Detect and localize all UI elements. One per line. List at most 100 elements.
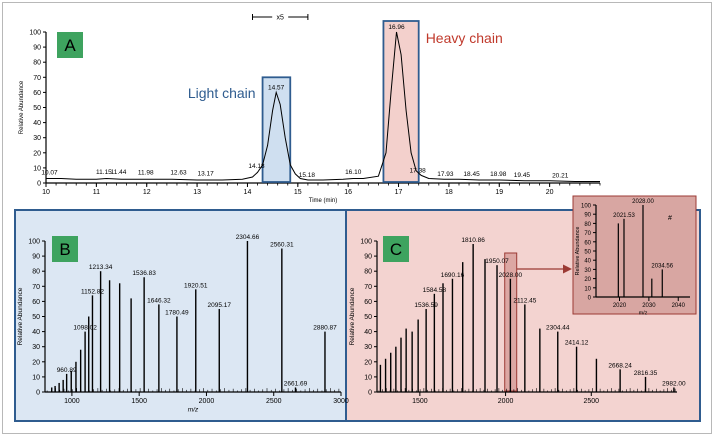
y-tick-label: 0 <box>368 390 372 397</box>
chromatogram-trace <box>46 31 600 182</box>
x-tick-label: 1500 <box>412 398 428 405</box>
peak-mz-label: 2112.45 <box>513 297 536 304</box>
peak-mz-label: 2021.53 <box>613 213 635 219</box>
peak-mz-label: 2034.56 <box>651 263 673 269</box>
y-tick-label: 100 <box>581 204 592 210</box>
y-tick-label: 60 <box>33 90 41 97</box>
panel-badge <box>57 32 83 58</box>
x-tick-label: 2000 <box>498 398 514 405</box>
peak-mz-label: 2816.35 <box>634 370 658 377</box>
peak-mz-label: 2304.66 <box>236 234 260 241</box>
peak-box <box>261 76 292 183</box>
peak-mz-label: 1950.07 <box>485 258 509 265</box>
peak-mz-label: 1780.49 <box>165 310 189 317</box>
y-tick-label: 30 <box>33 135 41 142</box>
inset-background <box>572 195 697 315</box>
peak-mz-label: 2880.87 <box>313 325 337 332</box>
y-tick-label: 70 <box>33 75 41 82</box>
x-tick-label: 10 <box>42 189 50 196</box>
peak-label: 15.18 <box>299 172 316 179</box>
x-axis-title: Time (min) <box>309 198 337 204</box>
y-tick-label: 50 <box>364 314 372 321</box>
peak-label: 11.44 <box>111 169 127 176</box>
peak-mz-label: 2028.00 <box>499 272 523 279</box>
zoom-label-backdrop <box>272 11 289 22</box>
peak-mz-label: 1536.83 <box>132 270 156 277</box>
peak-mz-label: 2668.24 <box>608 362 632 369</box>
x-tick-label: 14 <box>244 189 252 196</box>
y-tick-label: 30 <box>32 344 40 351</box>
y-tick-label: 50 <box>33 105 41 112</box>
peak-label: 18.45 <box>463 171 480 178</box>
peak-label: 11.98 <box>138 170 154 177</box>
x-tick-label: 2000 <box>199 398 215 405</box>
peak-mz-label: 1810.86 <box>461 237 485 244</box>
y-tick-label: 40 <box>33 120 41 127</box>
y-tick-label: 80 <box>32 269 40 276</box>
y-tick-label: 30 <box>584 268 591 274</box>
panel-badge-label: B <box>59 240 70 259</box>
x-tick-label: 2020 <box>613 303 627 309</box>
peak-mz-label: 960.89 <box>57 367 77 374</box>
y-tick-label: 0 <box>36 390 40 397</box>
panel-badge <box>52 236 78 262</box>
peak-label: 11.15 <box>96 169 112 176</box>
x-tick-label: 19 <box>495 189 503 196</box>
y-tick-label: 100 <box>28 239 40 246</box>
y-tick-label: 0 <box>588 296 592 302</box>
peak-mz-label: 1536.59 <box>414 302 438 309</box>
y-tick-label: 40 <box>32 329 40 336</box>
y-tick-label: 90 <box>364 254 372 261</box>
x-tick-label: 2040 <box>672 303 686 309</box>
peak-mz-label: 2095.17 <box>208 302 232 309</box>
peak-mz-label: 2982.00 <box>662 380 686 387</box>
x-tick-label: 2030 <box>642 303 656 309</box>
y-axis-title: Relative Abundance <box>349 287 356 345</box>
peak-label: 20.21 <box>552 173 569 180</box>
x-tick-label: 1500 <box>131 398 147 405</box>
peak-box-label: Heavy chain <box>426 30 503 46</box>
x-tick-label: 18 <box>445 189 453 196</box>
y-tick-label: 60 <box>32 299 40 306</box>
x-tick-label: 1000 <box>64 398 80 405</box>
y-tick-label: 10 <box>33 165 41 172</box>
y-tick-label: 90 <box>584 213 591 219</box>
y-tick-label: 30 <box>364 344 372 351</box>
peak-mz-label: 2560.31 <box>270 242 294 249</box>
peak-mz-label: 1690.16 <box>441 272 465 279</box>
peak-mz-label: 1098.02 <box>73 325 97 332</box>
y-tick-label: 0 <box>37 181 41 188</box>
y-tick-label: 40 <box>364 329 372 336</box>
y-tick-label: 20 <box>364 359 372 366</box>
y-tick-label: 50 <box>584 250 591 256</box>
peak-box <box>382 20 420 183</box>
peak-label: 17.38 <box>410 167 427 174</box>
x-tick-label: 13 <box>193 189 201 196</box>
peak-mz-label: 2028.00 <box>632 199 654 205</box>
panel-badge <box>383 236 409 262</box>
peak-label: 19.45 <box>514 172 531 179</box>
y-axis-title: Relative Abundance <box>575 227 581 276</box>
light-chain-spectrum-panel: 0 10 20 30 40 50 60 70 80 90 100 1000 1500 2000 2500 30… <box>17 234 349 414</box>
panel-badge-label: A <box>64 36 76 55</box>
y-tick-label: 10 <box>32 374 40 381</box>
x-axis-title: m/z <box>639 311 648 317</box>
x-tick-label: 11 <box>93 189 100 196</box>
y-tick-label: 60 <box>364 299 372 306</box>
peak-label: 18.98 <box>490 171 507 178</box>
peak-label: 16.96 <box>388 24 405 31</box>
y-tick-label: 80 <box>33 60 41 67</box>
peak-mz-label: 1646.32 <box>147 297 171 304</box>
peak-mz-label: 2304.44 <box>546 325 570 332</box>
x-tick-label: 12 <box>143 189 151 196</box>
peak-label: 16.10 <box>345 169 362 176</box>
y-tick-label: 60 <box>584 240 591 246</box>
y-tick-label: 20 <box>32 359 40 366</box>
y-tick-label: 50 <box>32 314 40 321</box>
peak-mz-label: 1920.51 <box>184 282 208 289</box>
y-tick-label: 70 <box>364 284 372 291</box>
